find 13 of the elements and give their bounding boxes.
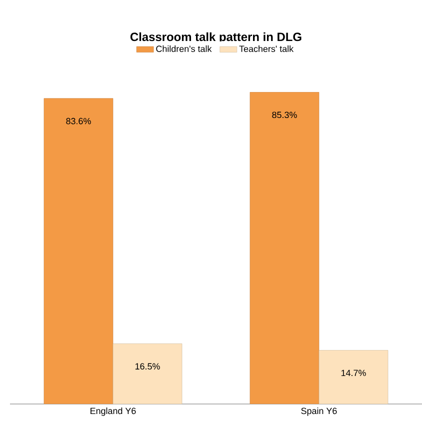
legend-label: Children's talk xyxy=(156,45,212,52)
chart-title: Classroom talk pattern in DLG xyxy=(130,32,302,44)
data-label: 16.5% xyxy=(135,363,160,370)
x-tick-label: England Y6 xyxy=(90,408,136,416)
data-label: 83.6% xyxy=(66,118,91,124)
bar xyxy=(44,98,114,404)
x-tick-label: Spain Y6 xyxy=(301,408,337,416)
bar xyxy=(318,350,388,404)
data-label: 14.7% xyxy=(341,370,366,376)
bar xyxy=(112,344,182,404)
data-label: 85.3% xyxy=(272,112,297,118)
legend-label: Teachers' talk xyxy=(239,45,294,52)
bar xyxy=(250,92,320,404)
